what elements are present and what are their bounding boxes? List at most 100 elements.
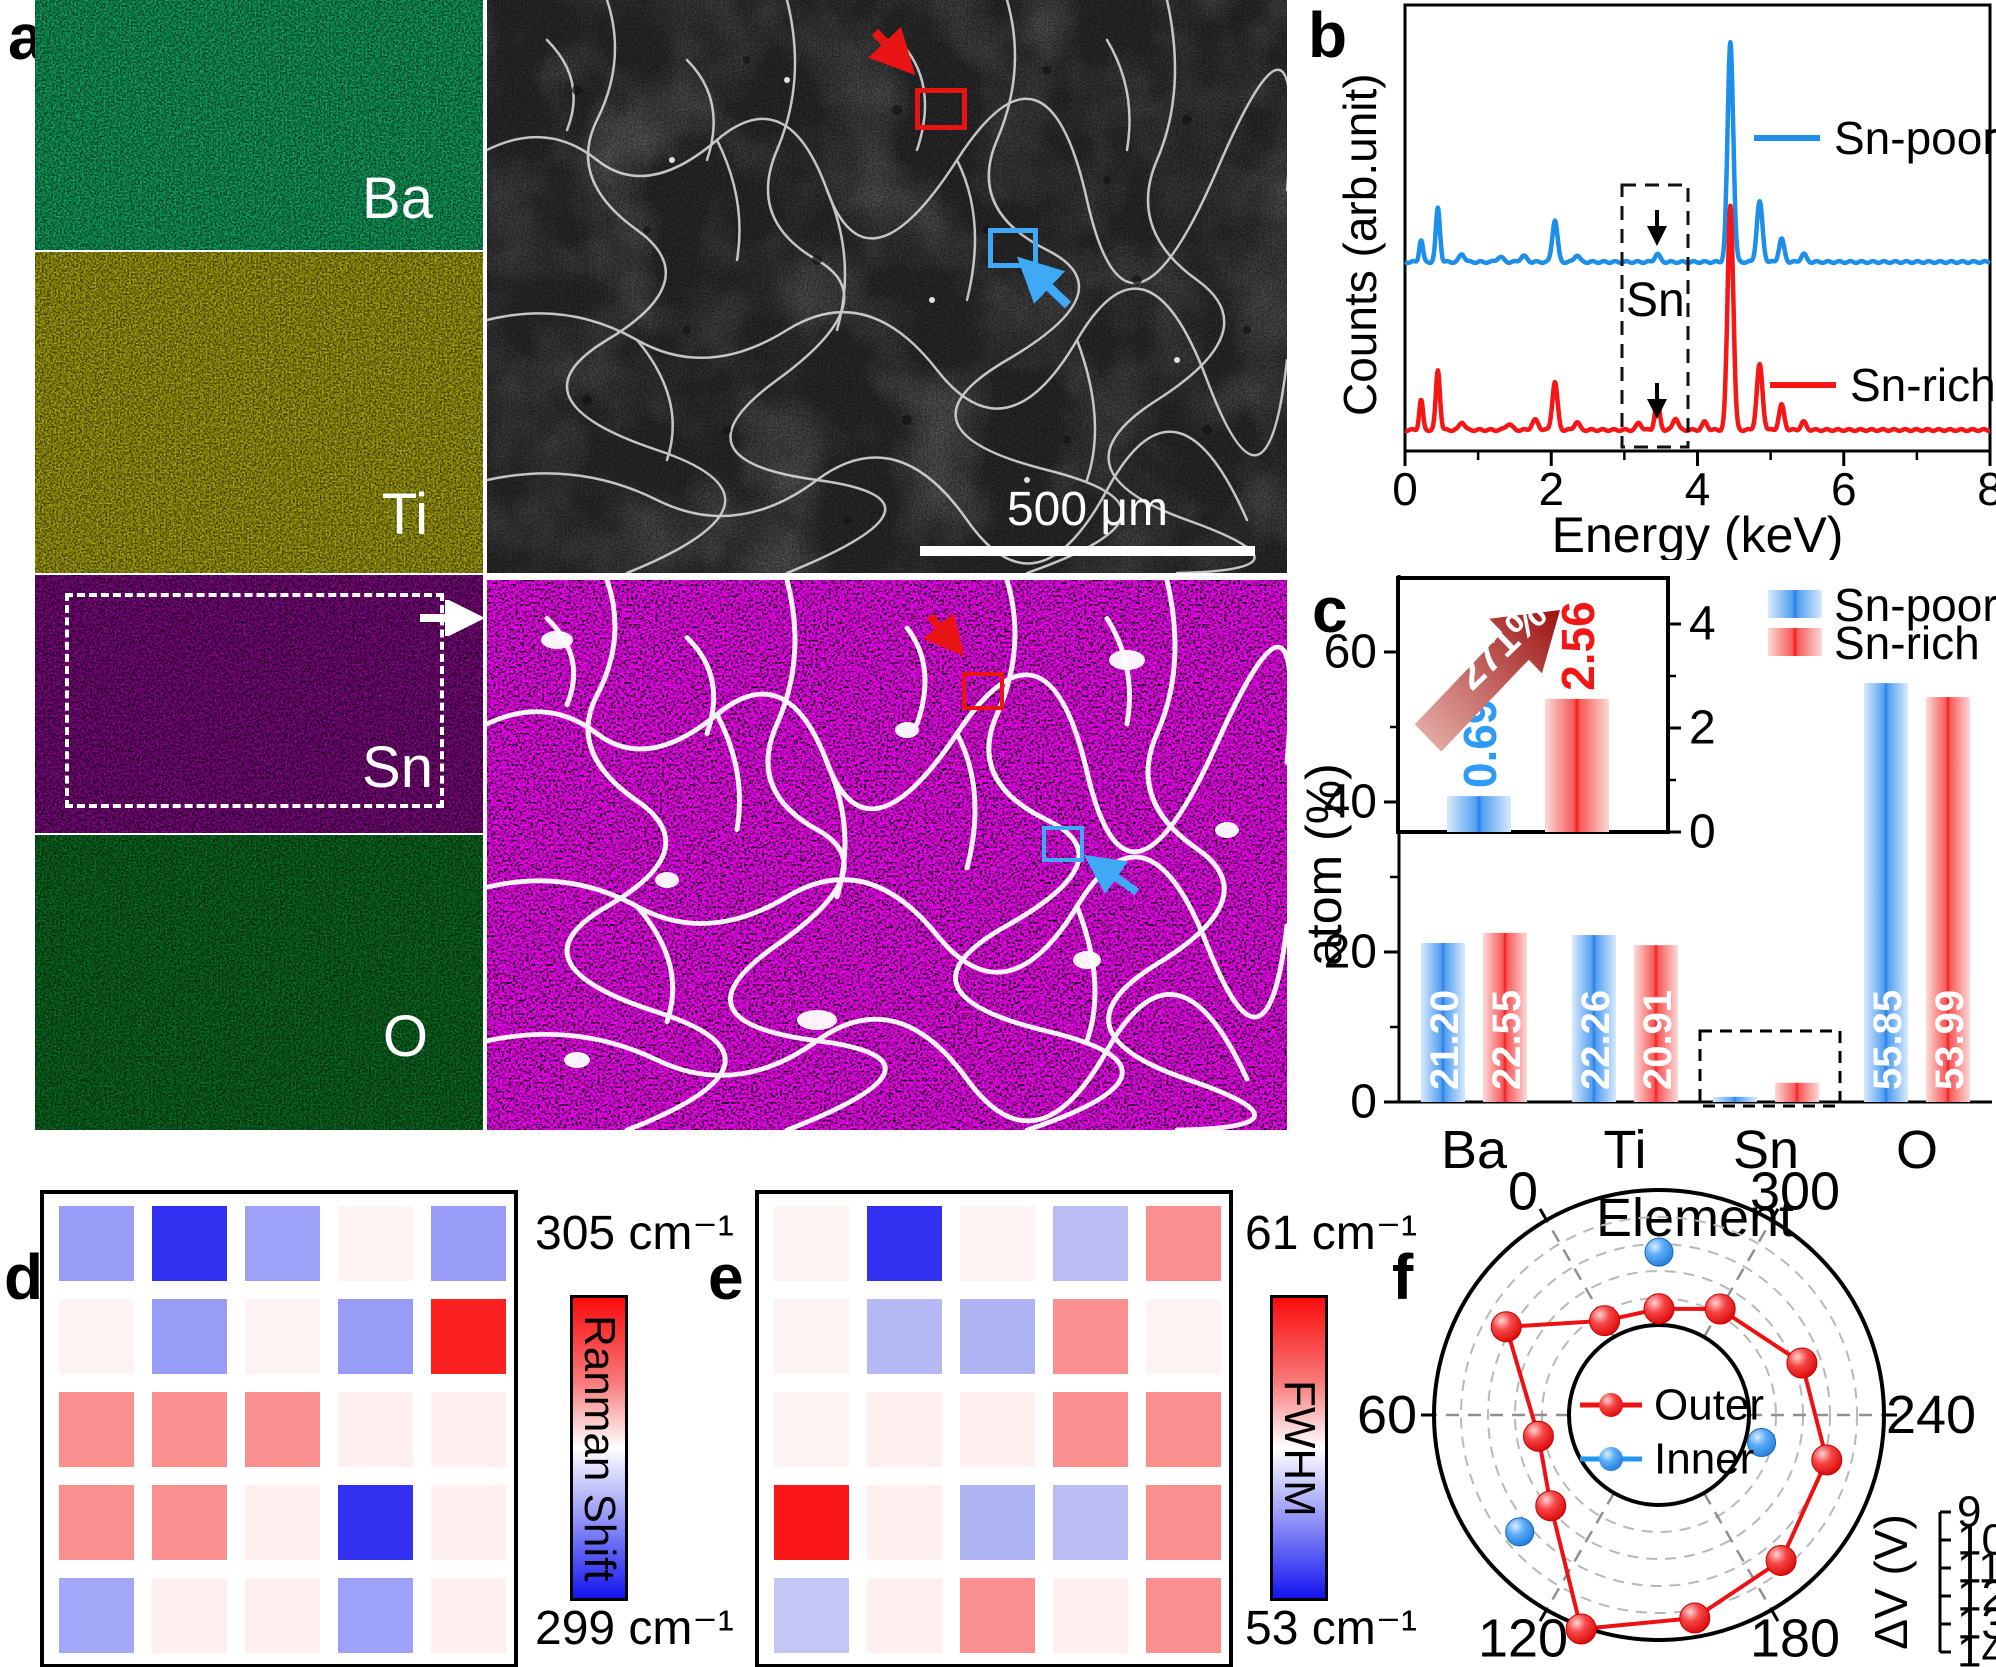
heatmap-cell xyxy=(867,1206,942,1281)
sem-bright-spots xyxy=(669,77,1180,483)
heatmap-cell xyxy=(338,1299,413,1374)
heatmap-cell xyxy=(774,1206,849,1281)
heatmap-cell xyxy=(960,1299,1035,1374)
svg-text:0: 0 xyxy=(1508,1162,1538,1222)
panel-c-letter: c xyxy=(1312,574,1348,646)
sem-image: 500 μm xyxy=(485,0,1292,575)
svg-text:Sn: Sn xyxy=(1733,1120,1799,1180)
svg-text:22.26: 22.26 xyxy=(1574,990,1618,1090)
svg-text:21.20: 21.20 xyxy=(1423,990,1467,1090)
svg-text:10: 10 xyxy=(1957,1516,1996,1565)
heatmap-cell xyxy=(1053,1578,1128,1653)
snmap-blue-arrow xyxy=(1083,854,1140,896)
heatmap-cell xyxy=(431,1578,506,1653)
heatmap-cell xyxy=(1146,1206,1221,1281)
heatmap-cell xyxy=(59,1299,134,1374)
heatmap-cell xyxy=(152,1392,227,1467)
eds-map-ba: Ba xyxy=(35,0,483,250)
heatmap-cell xyxy=(245,1578,320,1653)
sn-eds-map-large xyxy=(487,580,1287,1130)
svg-text:6: 6 xyxy=(1831,463,1857,515)
svg-text:8: 8 xyxy=(1977,463,1996,515)
svg-text:20.91: 20.91 xyxy=(1636,990,1680,1090)
raman-shift-colorbar: Ranman Shift xyxy=(570,1295,628,1601)
heatmap-cell xyxy=(431,1206,506,1281)
heatmap-cell xyxy=(245,1206,320,1281)
fwhm-colorbar: FWHM xyxy=(1270,1295,1328,1601)
svg-text:Sn-rich: Sn-rich xyxy=(1834,617,1980,669)
svg-text:120: 120 xyxy=(1478,1608,1568,1667)
heatmap-cell xyxy=(1146,1578,1221,1653)
svg-text:4: 4 xyxy=(1689,598,1716,651)
panel-b-y-axis-label: Counts (arb.unit) xyxy=(1334,73,1386,417)
heatmap-cell xyxy=(774,1299,849,1374)
heatmap-cell xyxy=(960,1485,1035,1560)
heatmap-cell xyxy=(152,1206,227,1281)
eds-map-ti: Ti xyxy=(35,252,483,573)
svg-text:53.99: 53.99 xyxy=(1928,990,1972,1090)
svg-text:O: O xyxy=(1896,1120,1938,1180)
svg-text:Outer: Outer xyxy=(1654,1381,1764,1430)
svg-text:Sn-rich: Sn-rich xyxy=(1850,359,1996,411)
svg-text:Sn: Sn xyxy=(1626,274,1685,327)
svg-text:2.56: 2.56 xyxy=(1552,601,1604,691)
svg-text:22.55: 22.55 xyxy=(1485,990,1529,1090)
heatmap-cell xyxy=(774,1578,849,1653)
svg-text:Ti: Ti xyxy=(1604,1120,1647,1180)
panel-e-letter: e xyxy=(708,1241,744,1313)
heatmap-cell xyxy=(1146,1299,1221,1374)
heatmap-cell xyxy=(1053,1299,1128,1374)
panel-f-letter: f xyxy=(1392,1241,1414,1313)
heatmap-cell xyxy=(152,1578,227,1653)
fwhm-colorbar-label: FWHM xyxy=(1275,1379,1324,1517)
sn-map-dashed-roi xyxy=(65,593,444,808)
heatmap-cell xyxy=(867,1299,942,1374)
svg-text:14: 14 xyxy=(1957,1628,1996,1667)
heatmap-cell xyxy=(245,1485,320,1560)
svg-text:60: 60 xyxy=(1357,1385,1417,1445)
svg-text:55.85: 55.85 xyxy=(1866,990,1910,1090)
heatmap-cell xyxy=(1146,1392,1221,1467)
svg-text:Sn-poor: Sn-poor xyxy=(1834,579,1996,631)
map-label-sn: Sn xyxy=(362,735,433,800)
heatmap-cell xyxy=(59,1206,134,1281)
svg-text:0: 0 xyxy=(1350,1076,1377,1129)
sn-map-white-blobs xyxy=(541,631,1239,1068)
snmap-red-arrow xyxy=(923,612,965,657)
heatmap-cell xyxy=(59,1392,134,1467)
heatmap-cell xyxy=(1146,1485,1221,1560)
map-label-ti: Ti xyxy=(381,482,428,547)
svg-text:Inner: Inner xyxy=(1654,1435,1754,1484)
sem-blue-arrow xyxy=(1016,256,1072,309)
eds-map-o: O xyxy=(35,835,483,1130)
eds-map-sn: Sn xyxy=(35,575,483,833)
svg-text:9: 9 xyxy=(1957,1488,1981,1537)
svg-text:Sn-poor: Sn-poor xyxy=(1834,112,1996,164)
svg-text:11: 11 xyxy=(1957,1544,1996,1593)
panel-d-letter: d xyxy=(4,1241,44,1313)
svg-text:4: 4 xyxy=(1685,463,1711,515)
raman-shift-max-label: 305 cm⁻¹ xyxy=(535,1207,734,1260)
svg-text:0: 0 xyxy=(1689,806,1716,859)
heatmap-cell xyxy=(431,1485,506,1560)
heatmap-cell xyxy=(867,1578,942,1653)
svg-text:Energy (keV): Energy (keV) xyxy=(1552,507,1844,560)
heatmap-cell xyxy=(338,1392,413,1467)
heatmap-cell xyxy=(867,1392,942,1467)
heatmap-cell xyxy=(1053,1206,1128,1281)
svg-text:2: 2 xyxy=(1538,463,1564,515)
scale-bar xyxy=(920,546,1255,556)
heatmap-cell xyxy=(1053,1485,1128,1560)
svg-text:40: 40 xyxy=(1324,776,1377,829)
svg-text:180: 180 xyxy=(1750,1608,1840,1667)
sem-red-arrow xyxy=(868,26,916,76)
sem-pores xyxy=(572,56,1251,524)
raman-shift-heatmap xyxy=(40,1190,518,1667)
svg-text:Ba: Ba xyxy=(1441,1120,1508,1180)
svg-text:13: 13 xyxy=(1957,1600,1996,1649)
heatmap-cell xyxy=(338,1206,413,1281)
svg-text:240: 240 xyxy=(1886,1385,1976,1445)
heatmap-cell xyxy=(338,1578,413,1653)
